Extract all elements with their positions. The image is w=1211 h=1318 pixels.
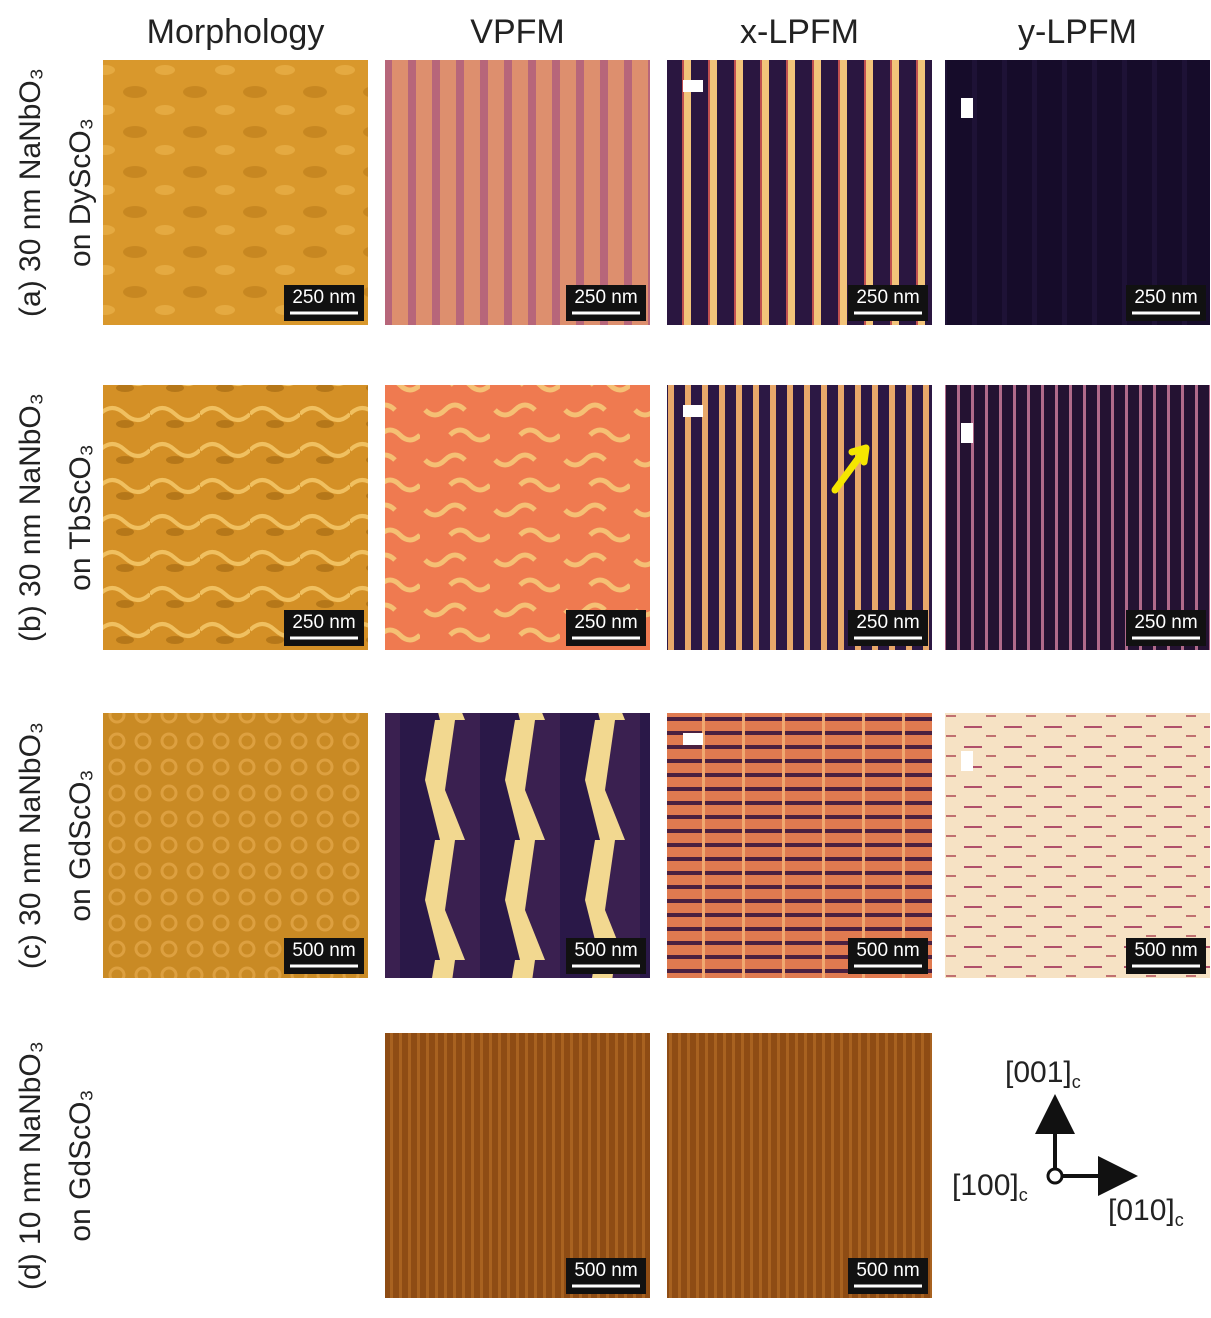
- tip-icon: [961, 751, 973, 771]
- scale-bar-label: 250 nm: [574, 287, 637, 308]
- tip-icon: [961, 98, 973, 118]
- scale-bar-label: 250 nm: [292, 287, 355, 308]
- scale-bar-label: 250 nm: [856, 287, 919, 308]
- column-header: VPFM: [470, 13, 564, 51]
- axis-label: [010]c: [1108, 1194, 1184, 1230]
- image-panel: 500 nm: [667, 1033, 932, 1298]
- row-label: on GdScO₃: [64, 1089, 97, 1241]
- axis-origin: [1048, 1169, 1062, 1183]
- tip-icon: [683, 405, 703, 417]
- row-label: (b) 30 nm NaNbO₃: [14, 393, 47, 642]
- row-label: (a) 30 nm NaNbO₃: [14, 68, 47, 317]
- image-panel: 250 nm: [385, 385, 650, 650]
- scale-bar-label: 500 nm: [856, 940, 919, 961]
- row-label: on TbScO₃: [64, 444, 97, 591]
- scale-bar-label: 250 nm: [574, 612, 637, 633]
- row-label: (c) 30 nm NaNbO₃: [14, 722, 47, 969]
- tip-icon: [683, 80, 703, 92]
- image-panel: 500 nm: [103, 713, 368, 978]
- scale-bar-label: 500 nm: [1134, 940, 1197, 961]
- scale-bar-label: 250 nm: [1134, 612, 1197, 633]
- image-panel: 250 nm: [945, 385, 1210, 650]
- scale-bar-label: 500 nm: [574, 1260, 637, 1281]
- image-panel: 250 nm: [667, 385, 932, 650]
- scale-bar-label: 250 nm: [1134, 287, 1197, 308]
- scale-bar-label: 250 nm: [856, 612, 919, 633]
- scale-bar-label: 500 nm: [856, 1260, 919, 1281]
- tip-icon: [961, 423, 973, 443]
- image-panel: 500 nm: [385, 713, 650, 978]
- image-panel: 250 nm: [385, 60, 650, 325]
- scale-bar-label: 500 nm: [574, 940, 637, 961]
- column-header: Morphology: [147, 13, 325, 51]
- image-panel: 250 nm: [103, 60, 368, 325]
- image-panel: 500 nm: [667, 713, 932, 978]
- image-panel: 500 nm: [385, 1033, 650, 1298]
- image-panel: 250 nm: [945, 60, 1210, 325]
- scale-bar-label: 250 nm: [292, 612, 355, 633]
- image-panel: 250 nm: [103, 385, 368, 650]
- scale-bar-label: 500 nm: [292, 940, 355, 961]
- figure: 500 nm 500 nm on GdScO₃ (d) 10 nm NaNbO₃ 500…: [0, 0, 1211, 1318]
- axis-label: [001]c: [1005, 1056, 1081, 1092]
- row-label: (d) 10 nm NaNbO₃: [14, 1041, 47, 1290]
- tip-icon: [683, 733, 703, 745]
- row-label: on DyScO₃: [64, 118, 97, 267]
- image-panel: 500 nm: [945, 713, 1210, 978]
- axis-label: [100]c: [952, 1169, 1028, 1205]
- column-header: x-LPFM: [740, 13, 859, 51]
- row-label: on GdScO₃: [64, 769, 97, 921]
- column-header: y-LPFM: [1018, 13, 1137, 51]
- image-panel: 250 nm: [667, 60, 932, 325]
